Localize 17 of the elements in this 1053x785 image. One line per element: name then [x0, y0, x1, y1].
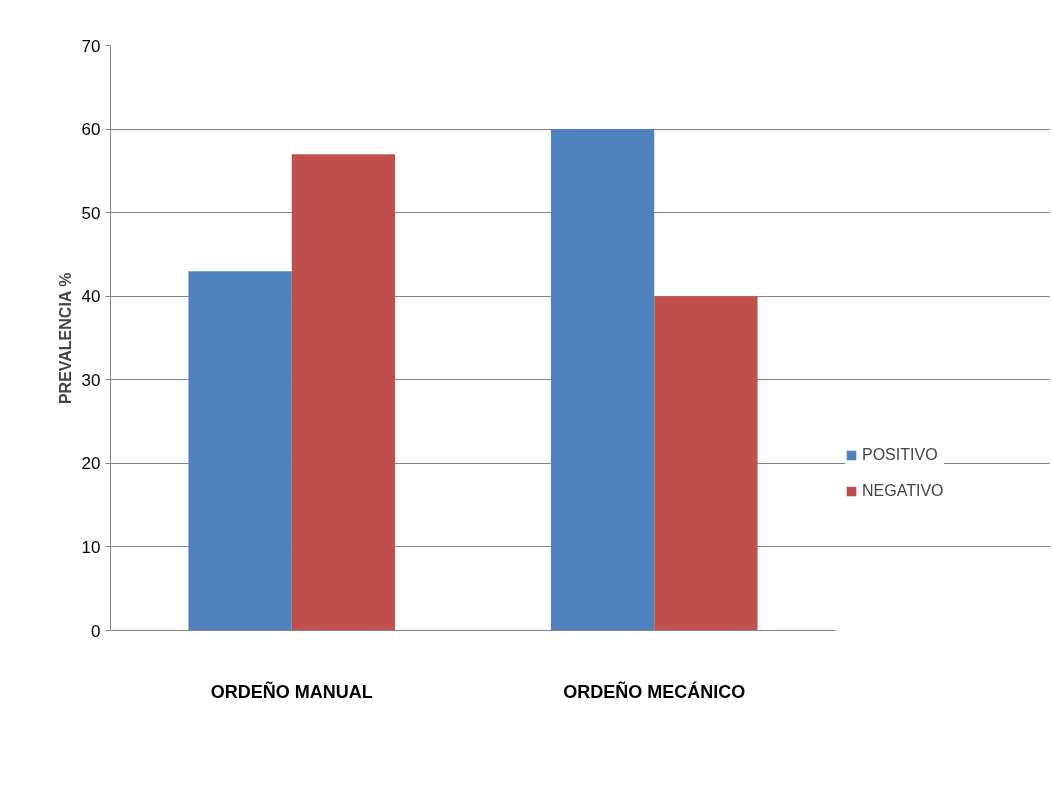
y-tick-label: 70 — [81, 36, 101, 56]
x-tick-label: ORDEÑO MANUAL — [210, 680, 373, 702]
y-tick-label: 20 — [81, 454, 101, 474]
y-tick-label: 0 — [91, 621, 101, 641]
bar — [654, 296, 758, 631]
y-tick-label: 40 — [81, 287, 101, 307]
x-tick-label: ORDEÑO MECÁNICO — [563, 680, 746, 702]
bar — [188, 271, 292, 631]
bar — [291, 154, 396, 631]
y-tick-label: 50 — [81, 203, 101, 223]
y-axis-title: PREVALENCIA % — [56, 272, 74, 405]
y-tick-label: 30 — [81, 370, 101, 390]
bar — [550, 129, 655, 631]
legend-label: POSITIVO — [862, 446, 938, 464]
y-tick-label: 10 — [81, 537, 101, 557]
legend-label: NEGATIVO — [862, 482, 944, 500]
y-tick-label: 60 — [81, 120, 101, 140]
